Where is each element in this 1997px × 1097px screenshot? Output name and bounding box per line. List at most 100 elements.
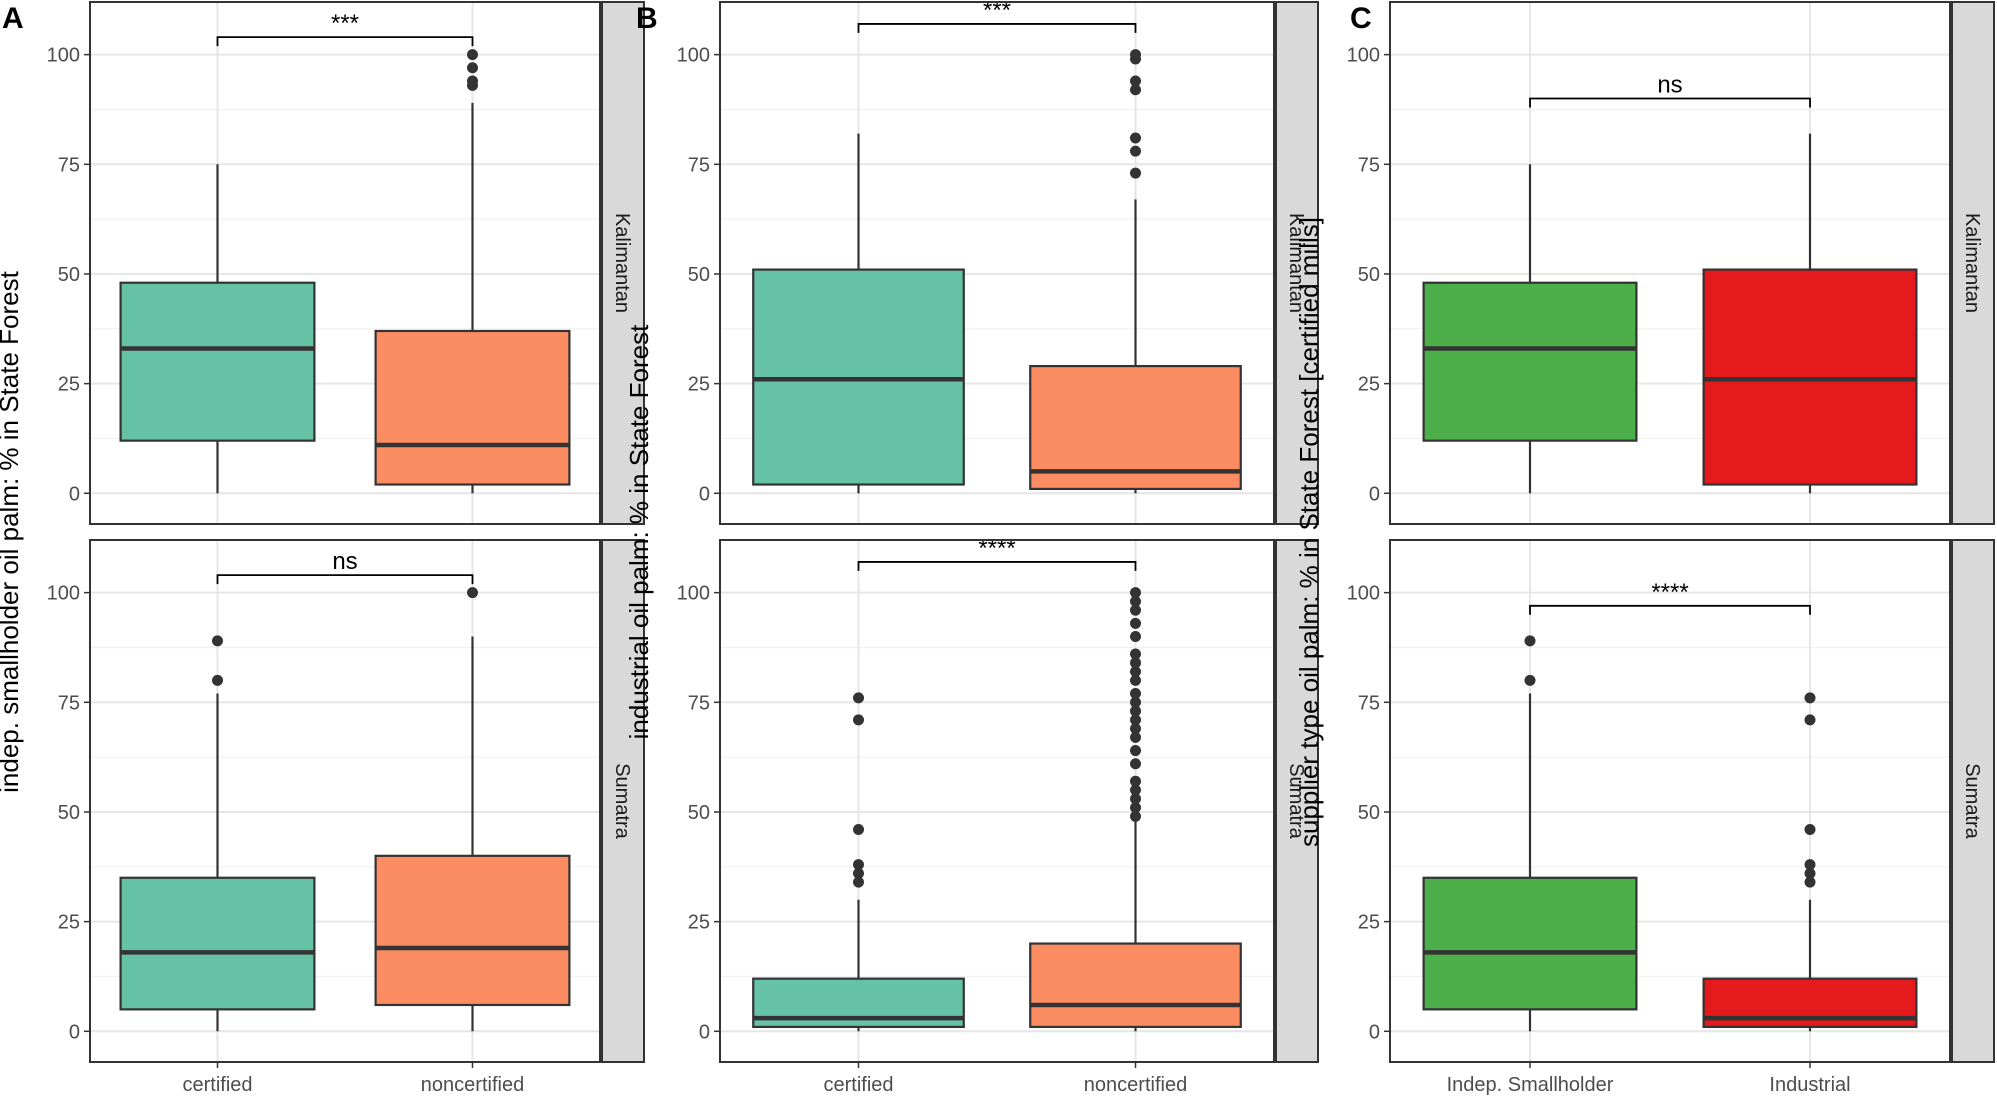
- outlier-point: [1130, 674, 1141, 686]
- facet-strip: [1275, 1, 1319, 525]
- y-axis-label: industrial oil palm: % in State Forest: [624, 324, 654, 740]
- facet-kalimantan: 0 25 50 75 100 ns Kalimantan: [1347, 1, 1995, 525]
- box-noncertified: [1029, 587, 1242, 1032]
- box-iqr: [374, 854, 571, 1007]
- box-noncertified: [374, 587, 571, 1032]
- panel-border: [719, 1, 1275, 525]
- significance-label: ****: [978, 535, 1015, 562]
- y-tick-label: 0: [69, 483, 80, 505]
- y-tick-label: 25: [58, 912, 80, 934]
- significance-bracket: [216, 36, 474, 47]
- y-tick-label: 75: [688, 692, 710, 714]
- y-tick-label: 100: [1347, 45, 1380, 67]
- facet-strip: [1275, 539, 1319, 1063]
- outlier-point: [1130, 696, 1141, 708]
- outlier-point: [1130, 631, 1141, 643]
- outlier-point: [467, 75, 478, 87]
- y-tick-label: 75: [1358, 692, 1380, 714]
- y-tick-label: 25: [58, 374, 80, 396]
- outlier-point: [467, 62, 478, 74]
- outlier-point: [1130, 657, 1141, 669]
- panel-letter: A: [2, 2, 24, 35]
- outlier-point: [1130, 167, 1141, 179]
- outlier-point: [1130, 75, 1141, 87]
- y-tick-label: 0: [69, 1021, 80, 1043]
- outlier-point: [1130, 617, 1141, 629]
- y-tick-label: 25: [688, 374, 710, 396]
- significance-bracket: [1529, 97, 1811, 108]
- facet-kalimantan: 0 25 50 75 100 *** Kalimantan: [47, 1, 645, 525]
- y-tick-label: 50: [688, 802, 710, 824]
- outlier-point: [1130, 723, 1141, 735]
- panel-border: [1389, 539, 1951, 1063]
- y-tick-label: 100: [1347, 583, 1380, 605]
- y-tick-label: 50: [58, 264, 80, 286]
- y-tick-label: 50: [1358, 802, 1380, 824]
- y-tick-label: 75: [1358, 154, 1380, 176]
- y-axis-label: indep. smallholder oil palm: % in State …: [0, 270, 24, 792]
- box-indep-smallholder: [1422, 164, 1638, 494]
- outlier-point: [1130, 731, 1141, 743]
- panel-letter: C: [1350, 2, 1372, 35]
- facet-sumatra: 0 25 50 75 100 ns Sumatra certified noncertified: [47, 539, 645, 1096]
- facet-strip-label: Sumatra: [1961, 763, 1983, 839]
- box-certified: [119, 164, 316, 494]
- y-tick-label: 100: [677, 583, 710, 605]
- box-iqr: [1422, 876, 1638, 1011]
- y-tick-label: 25: [688, 912, 710, 934]
- box-industrial: [1702, 133, 1918, 494]
- box-iqr: [119, 876, 316, 1011]
- box-iqr: [1029, 364, 1242, 491]
- box-noncertified: [374, 49, 571, 494]
- y-tick-label: 50: [58, 802, 80, 824]
- facet-kalimantan: 0 25 50 75 100 *** Kalimantan: [677, 0, 1319, 525]
- outlier-point: [853, 876, 864, 888]
- facet-strip: [601, 539, 645, 1063]
- box-noncertified: [1029, 49, 1242, 494]
- outlier-point: [1130, 802, 1141, 814]
- significance-label: ns: [1657, 72, 1682, 99]
- outlier-point: [1804, 824, 1816, 836]
- y-tick-label: 100: [677, 45, 710, 67]
- facet-sumatra: 0 25 50 75 100 **** Sumatra certified noncertifi…: [677, 535, 1319, 1096]
- x-tick-label: Indep. Smallholder: [1447, 1074, 1614, 1096]
- outlier-point: [853, 824, 864, 836]
- y-tick-label: 25: [1358, 374, 1380, 396]
- outlier-point: [1130, 784, 1141, 796]
- box-industrial: [1702, 692, 1918, 1032]
- y-tick-label: 25: [1358, 912, 1380, 934]
- facet-strip-label: Kalimantan: [1961, 213, 1983, 313]
- facet-strip-label: Kalimantan: [1285, 213, 1307, 313]
- significance-bracket: [857, 23, 1137, 33]
- outlier-point: [1130, 714, 1141, 726]
- outlier-point: [1130, 775, 1141, 787]
- y-tick-label: 50: [688, 264, 710, 286]
- significance-bracket: [216, 574, 474, 585]
- y-tick-label: 0: [699, 483, 710, 505]
- outlier-point: [1130, 810, 1141, 822]
- significance-bracket: [857, 561, 1137, 571]
- outlier-point: [1130, 49, 1141, 61]
- box-iqr: [1422, 281, 1638, 442]
- y-tick-label: 75: [58, 692, 80, 714]
- outlier-point: [1130, 595, 1141, 607]
- facet-sumatra: 0 25 50 75 100 **** Sumatra Indep. Smallholder I…: [1347, 539, 1995, 1096]
- outlier-point: [1130, 688, 1141, 700]
- outlier-point: [1130, 132, 1141, 144]
- facet-strip-label: Sumatra: [611, 763, 633, 839]
- outlier-point: [853, 859, 864, 871]
- significance-label: ns: [332, 548, 357, 575]
- outlier-point: [1130, 587, 1141, 599]
- significance-label: ***: [983, 0, 1011, 24]
- outlier-point: [1524, 674, 1536, 686]
- outlier-point: [853, 867, 864, 879]
- outlier-point: [1130, 705, 1141, 717]
- panel-border: [89, 539, 601, 1063]
- x-tick-label: certified: [823, 1074, 893, 1096]
- outlier-point: [1130, 793, 1141, 805]
- outlier-point: [1804, 867, 1816, 879]
